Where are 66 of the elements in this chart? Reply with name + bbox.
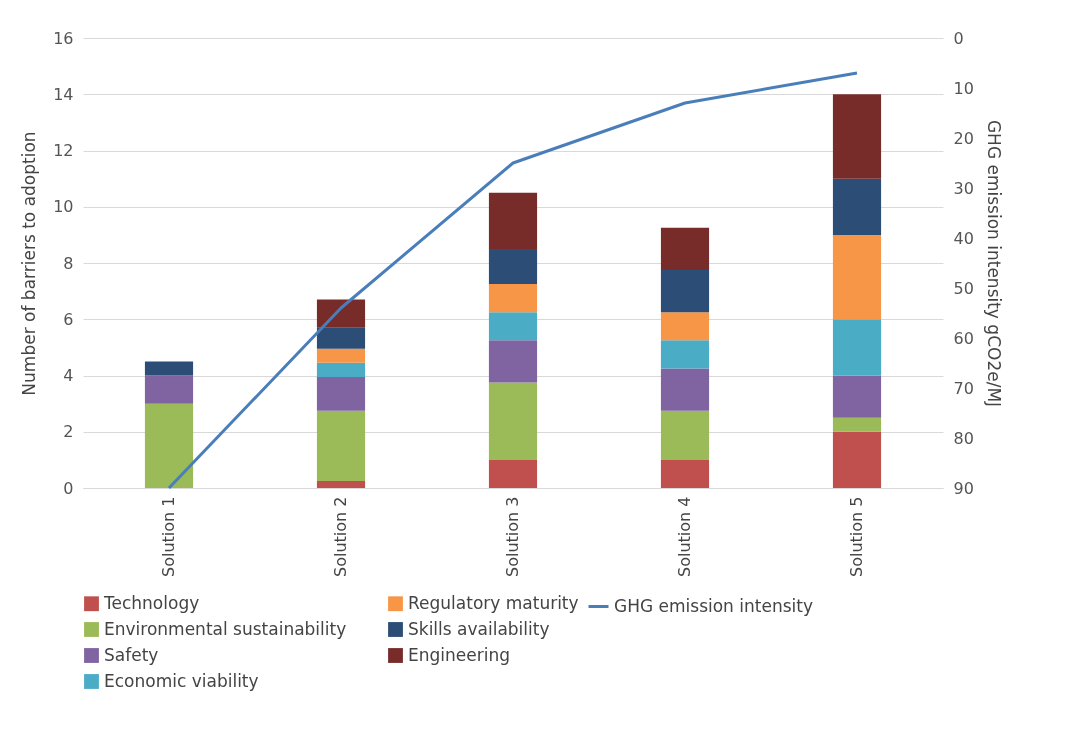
y2-tick-label: 70 [953, 378, 974, 398]
bar [488, 459, 538, 488]
bar [488, 284, 538, 313]
y2-tick-label: 20 [953, 128, 974, 148]
legend-label: Engineering [408, 644, 510, 665]
bar [488, 340, 538, 383]
y-tick-label: 6 [63, 309, 74, 329]
y2-tick-label: 0 [953, 28, 964, 48]
y2-tick-label: 40 [953, 228, 974, 248]
y-tick-label: 12 [53, 141, 74, 160]
y2-axis-title: GHG emission intensity gCO2e/MJ [983, 119, 1004, 408]
bar [316, 410, 366, 481]
bar [660, 368, 710, 411]
bar [316, 480, 366, 488]
x-tick-label: Solution 4 [675, 496, 694, 577]
y-tick-label: 10 [53, 197, 74, 217]
bar [832, 178, 882, 235]
bar [832, 94, 882, 179]
x-tick-label: Solution 5 [847, 496, 866, 577]
bar [144, 403, 194, 488]
y-axis-title: Number of barriers to adoption [19, 131, 40, 396]
bar [144, 361, 194, 376]
bar [316, 299, 366, 328]
y-tick-label: 0 [63, 478, 74, 498]
y-tick-label: 16 [53, 28, 74, 48]
legend-label: Economic viability [104, 670, 259, 691]
x-tick-label: Solution 3 [503, 496, 522, 577]
bar [316, 348, 366, 363]
y-tick-label: 2 [63, 422, 74, 442]
bar [316, 376, 366, 411]
legend-label: GHG emission intensity [614, 595, 813, 616]
bar [488, 192, 538, 249]
legend-label: Technology [103, 592, 200, 613]
legend-label: Environmental sustainability [104, 618, 347, 639]
y-tick-label: 14 [53, 84, 74, 104]
bar [660, 459, 710, 488]
bar [832, 234, 882, 320]
y2-tick-label: 10 [953, 78, 974, 98]
y-tick-label: 4 [63, 366, 74, 385]
y2-tick-label: 90 [953, 478, 974, 498]
line-series [167, 71, 859, 490]
bar [660, 340, 710, 369]
y-tick-label: 8 [63, 253, 74, 273]
y2-tick-label: 60 [953, 328, 974, 348]
bar [660, 410, 710, 460]
bar [660, 270, 710, 313]
bar [832, 319, 882, 376]
bar [832, 417, 882, 432]
legend-label: Regulatory maturity [408, 592, 579, 613]
bar [832, 431, 882, 488]
x-tick-label: Solution 2 [331, 496, 350, 577]
bar [316, 327, 366, 349]
bar [488, 382, 538, 460]
bar [832, 375, 882, 418]
y2-tick-label: 80 [953, 428, 974, 448]
bar [316, 362, 366, 377]
y2-tick-label: 30 [953, 178, 974, 198]
bar [660, 227, 710, 271]
bar [144, 375, 194, 404]
y2-tick-label: 50 [953, 278, 974, 298]
legend-label: Safety [104, 644, 159, 665]
bar [660, 312, 710, 341]
bar [488, 248, 538, 285]
x-tick-label: Solution 1 [159, 496, 178, 577]
bar [488, 312, 538, 341]
legend-label: Skills availability [408, 618, 550, 639]
